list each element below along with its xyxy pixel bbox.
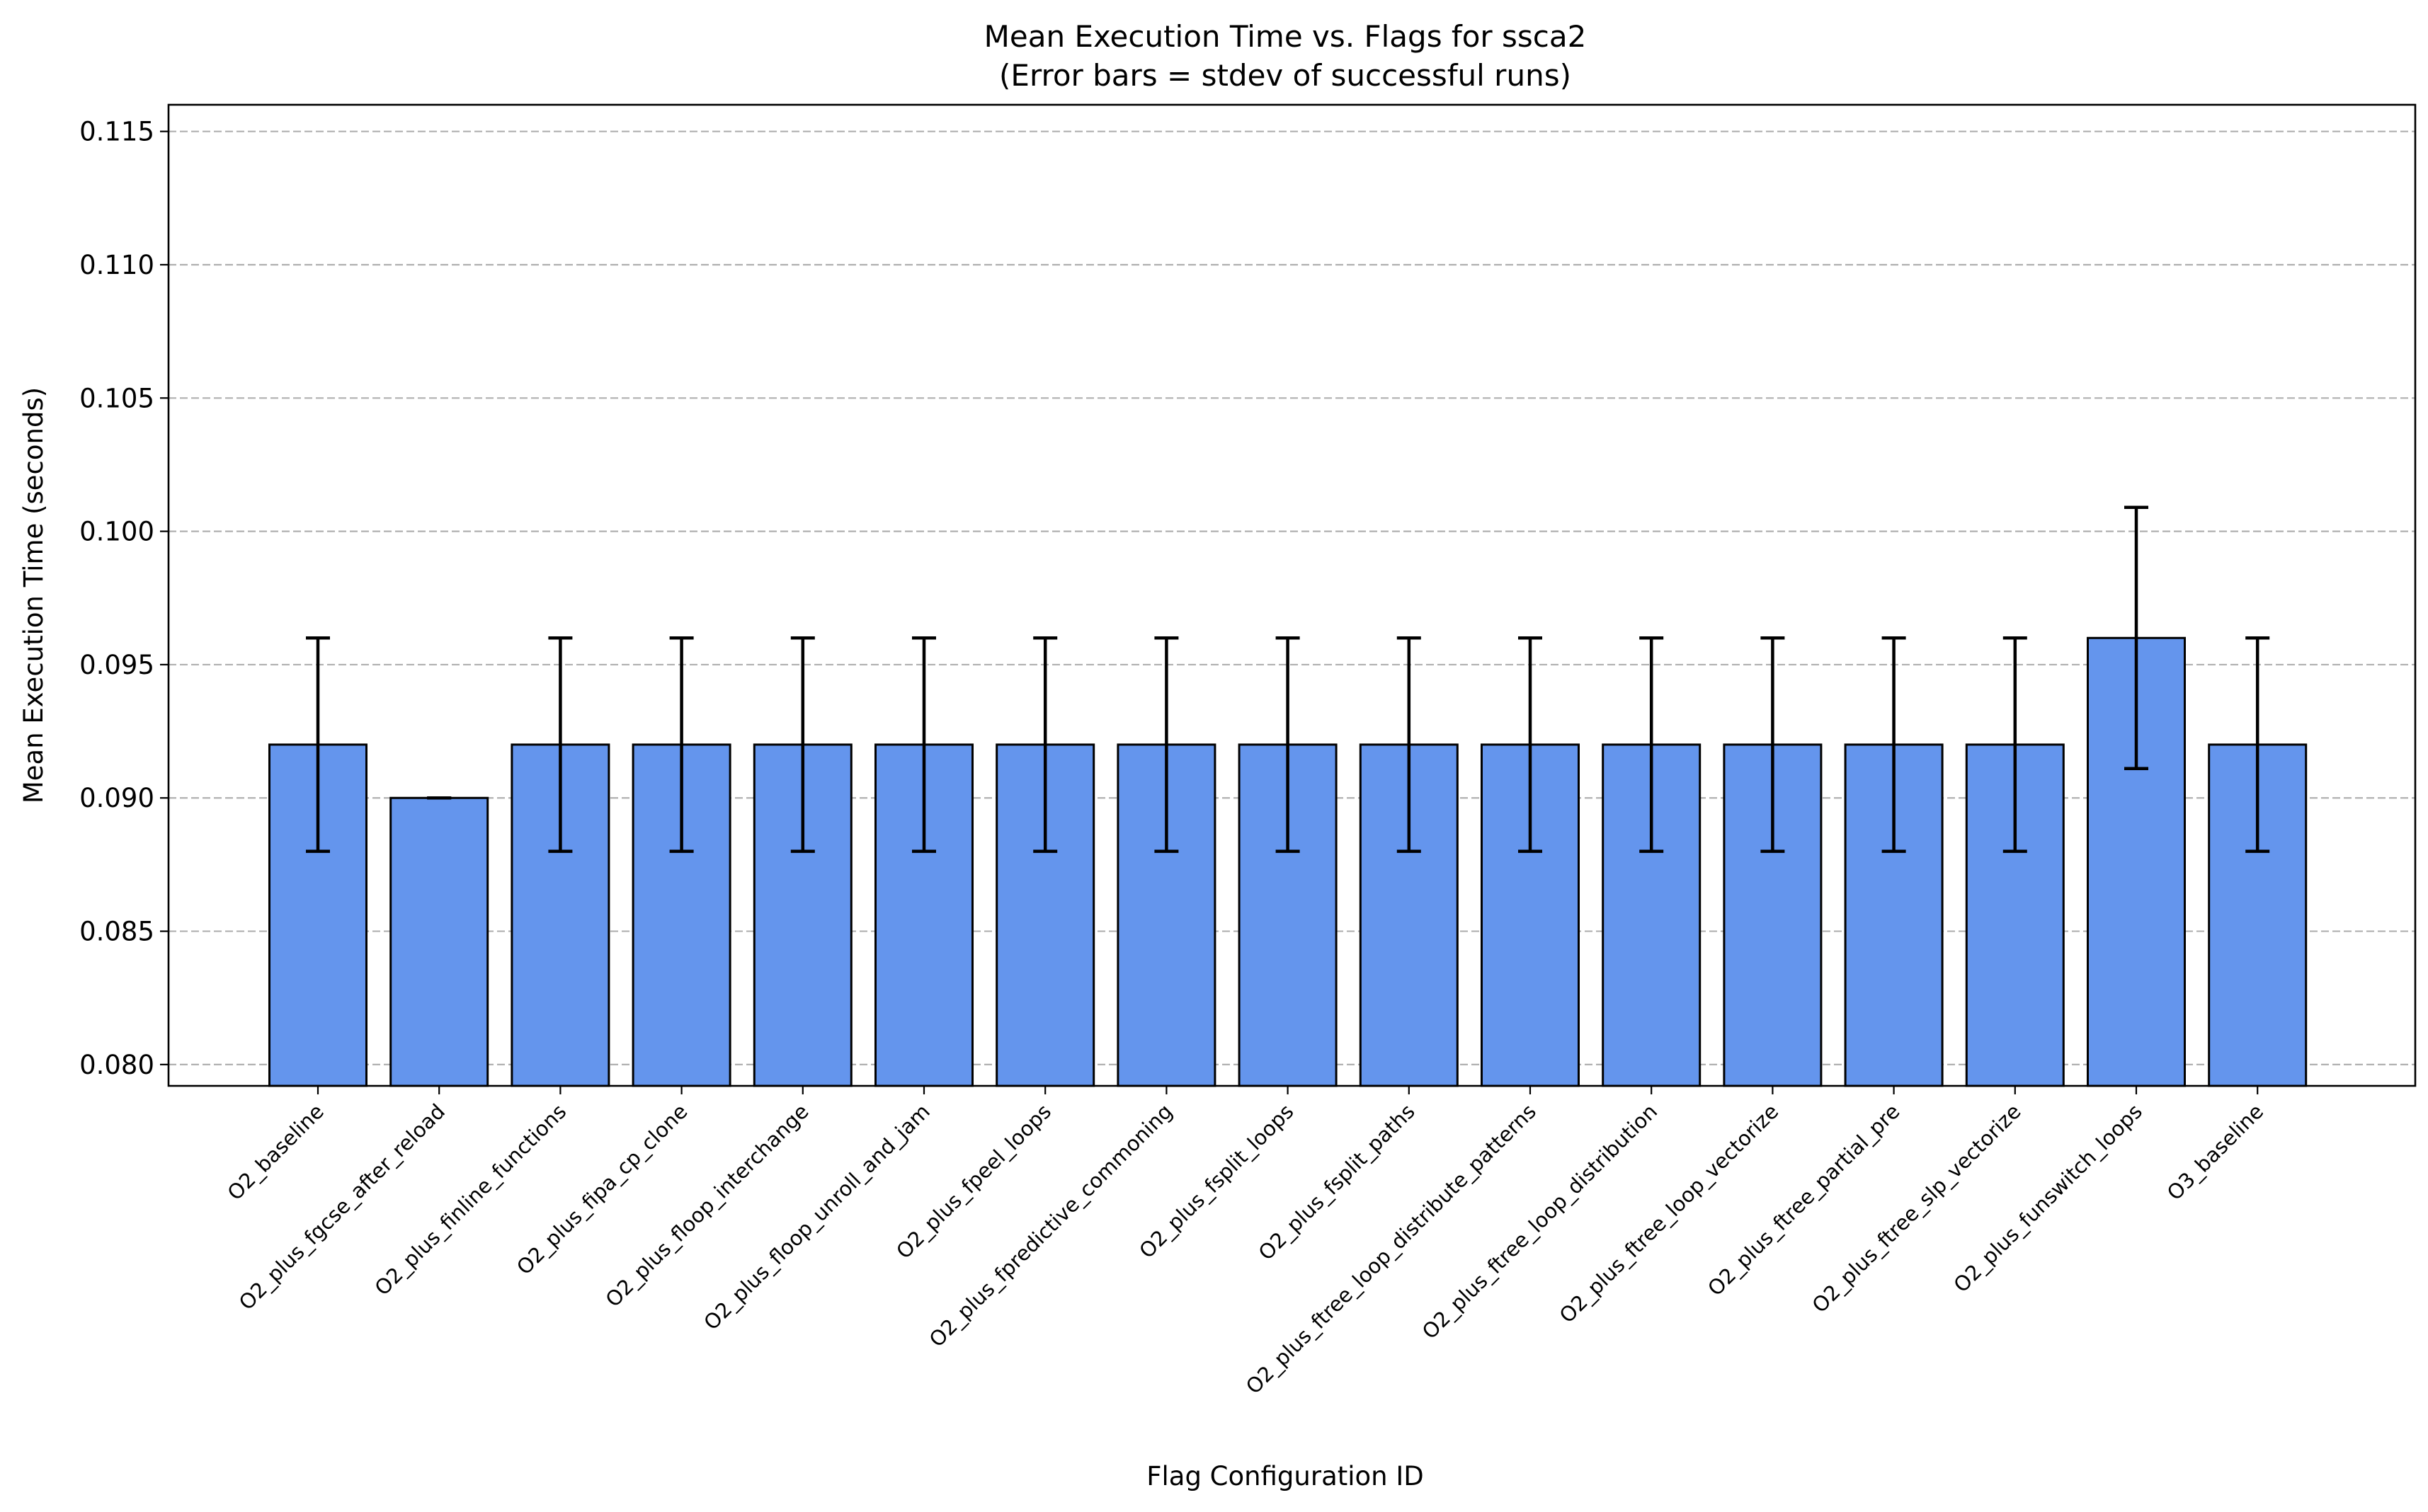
error-bar bbox=[912, 636, 936, 853]
x-tick-label: O2_plus_fgcse_after_reload bbox=[234, 1099, 450, 1315]
chart-title: Mean Execution Time vs. Flags for ssca2 bbox=[984, 19, 1587, 54]
chart-subtitle: (Error bars = stdev of successful runs) bbox=[999, 58, 1571, 93]
x-tick-label: O2_plus_ftree_loop_vectorize bbox=[1555, 1099, 1784, 1328]
error-bar bbox=[1760, 636, 1785, 853]
error-bar bbox=[1275, 636, 1300, 853]
x-tick-label: O2_plus_floop_unroll_and_jam bbox=[699, 1099, 935, 1335]
error-bar bbox=[1154, 636, 1179, 853]
x-tick-label: O3_baseline bbox=[2162, 1099, 2268, 1205]
x-tick-label: O2_plus_floop_interchange bbox=[601, 1099, 814, 1312]
x-tick-label: O2_plus_finline_functions bbox=[370, 1099, 571, 1300]
x-tick-label: O2_plus_ftree_partial_pre bbox=[1703, 1099, 1904, 1300]
error-bar bbox=[548, 636, 573, 853]
y-tick-label: 0.115 bbox=[79, 117, 154, 147]
y-tick-label: 0.090 bbox=[79, 783, 154, 813]
y-tick-label: 0.080 bbox=[79, 1050, 154, 1080]
bar bbox=[632, 743, 731, 1087]
error-bar bbox=[2002, 636, 2027, 853]
y-axis-ticks: 0.080 0.085 0.090 0.095 0.100 0.105 0.110 0.115 bbox=[79, 117, 169, 1080]
bars bbox=[268, 636, 2308, 1087]
y-tick-label: 0.110 bbox=[79, 250, 154, 280]
error-bar bbox=[2124, 505, 2148, 771]
y-tick-label: 0.095 bbox=[79, 650, 154, 680]
error-bar bbox=[306, 636, 330, 853]
y-axis-label: Mean Execution Time (seconds) bbox=[18, 387, 49, 803]
x-tick-label: O2_plus_ftree_loop_distribution bbox=[1418, 1099, 1662, 1344]
error-bar bbox=[790, 636, 815, 853]
y-tick-label: 0.100 bbox=[79, 517, 154, 547]
x-axis-label: Flag Configuration ID bbox=[1146, 1461, 1424, 1491]
error-bar bbox=[669, 636, 694, 853]
x-tick-label: O2_plus_fpredictive_commoning bbox=[925, 1099, 1178, 1352]
error-bar bbox=[1396, 636, 1421, 853]
error-bar bbox=[1639, 636, 1664, 853]
error-bar bbox=[1881, 636, 1906, 853]
x-axis-ticks: O2_baselineO2_plus_fgcse_after_reloadO2_… bbox=[223, 1086, 2268, 1399]
x-tick-label: O2_plus_ftree_slp_vectorize bbox=[1807, 1099, 2025, 1317]
error-bars bbox=[306, 505, 2270, 853]
plot-frame bbox=[167, 103, 2417, 1087]
error-bar bbox=[2245, 636, 2270, 853]
y-tick-label: 0.105 bbox=[79, 383, 154, 413]
y-tick-label: 0.085 bbox=[79, 917, 154, 947]
bar bbox=[389, 796, 489, 1087]
error-bar bbox=[1518, 636, 1542, 853]
x-tick-label: O2_baseline bbox=[223, 1099, 329, 1205]
error-bar bbox=[1033, 636, 1058, 853]
